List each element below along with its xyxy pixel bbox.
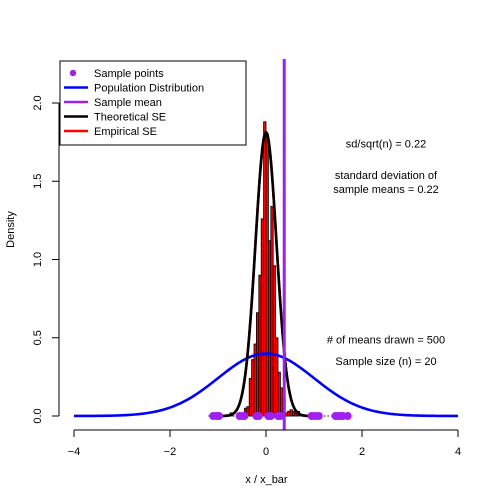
x-tick-label: −4: [68, 446, 81, 458]
x-tick-label: 2: [359, 446, 365, 458]
density-curves: [74, 59, 458, 430]
legend-box: [59, 60, 247, 146]
x-axis-label: x / x_bar: [245, 474, 288, 486]
axes: −4 −2 0 2 4 0.0 0.5 1.0 1.5 2.0: [32, 95, 461, 458]
legend: Sample points Population Distribution Samp…: [59, 60, 247, 146]
y-tick-label: 1.0: [32, 252, 44, 267]
annotation-text: sample means = 0.22: [333, 184, 438, 196]
sample-point: [276, 412, 285, 420]
annotation-text: # of means drawn = 500: [327, 334, 445, 346]
y-tick-label: 0.5: [32, 330, 44, 345]
legend-label: Theoretical SE: [94, 112, 166, 124]
sample-point: [314, 412, 323, 420]
sample-point: [266, 412, 275, 420]
sample-point: [214, 412, 223, 420]
legend-label: Sample points: [94, 68, 164, 80]
theoretical-se-curve: [222, 130, 310, 418]
annotation-text: Sample size (n) = 20: [335, 356, 436, 368]
annotation-text: standard deviation of: [335, 170, 438, 182]
population-distribution-curve: [74, 352, 458, 418]
legend-swatch-point: [69, 69, 77, 77]
x-tick-label: −2: [164, 446, 177, 458]
sample-point: [343, 412, 352, 420]
sample-point: [240, 412, 249, 420]
sample-point: [254, 412, 263, 420]
legend-label: Population Distribution: [94, 83, 204, 95]
sample-points: [209, 412, 352, 420]
annotation-text: sd/sqrt(n) = 0.22: [346, 139, 426, 151]
x-tick-label: 0: [263, 446, 269, 458]
legend-label: Empirical SE: [94, 126, 157, 138]
x-tick-label: 4: [455, 446, 461, 458]
y-tick-label: 1.5: [32, 174, 44, 189]
y-tick-label: 2.0: [32, 95, 44, 110]
annotations: sd/sqrt(n) = 0.22 standard deviation of sa…: [327, 139, 445, 369]
y-axis-label: Density: [5, 211, 17, 248]
legend-label: Sample mean: [94, 97, 162, 109]
y-tick-label: 0.0: [32, 408, 44, 423]
histogram-bars: [229, 121, 301, 417]
